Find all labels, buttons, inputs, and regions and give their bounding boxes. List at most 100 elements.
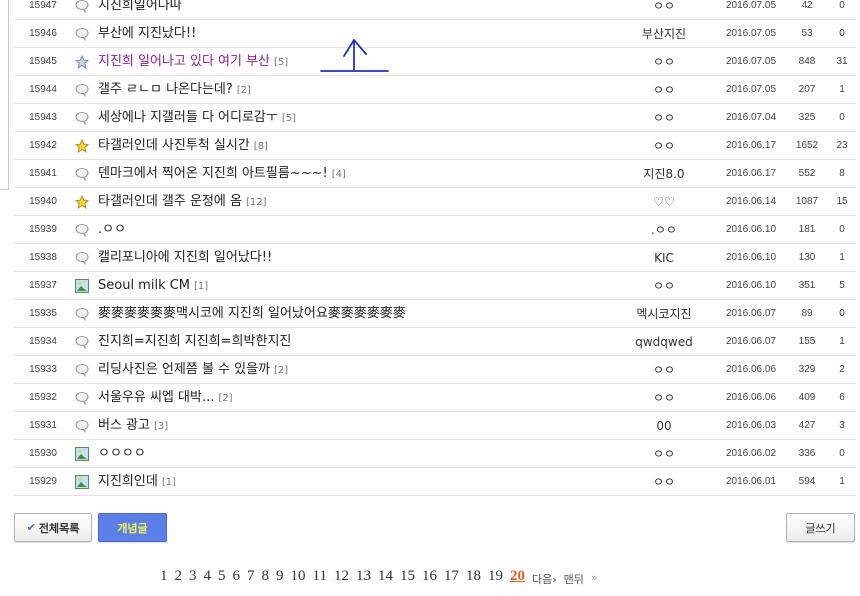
page-link-14[interactable]: 14	[377, 568, 393, 584]
all-list-button[interactable]: ✔ 전체목록	[14, 513, 92, 542]
page-link-5[interactable]: 5	[218, 568, 226, 584]
post-title[interactable]: 갤주 ㄹㄴㅁ 나온다는데?	[98, 82, 233, 97]
post-number: 15944	[29, 84, 57, 95]
post-title-link[interactable]: 麥麥麥麥麥麥맥시코에 지진희 일어났어요麥麥麥麥麥麥	[98, 300, 406, 328]
post-writer[interactable]: .ㅇㅇ	[651, 223, 677, 237]
post-title[interactable]: 부산에 지진났다!!	[98, 26, 197, 41]
post-writer[interactable]: ㅇㅇ	[652, 55, 676, 69]
post-title-link[interactable]: 세상에나 지갤러들 다 어디로감ㅜ [5]	[98, 104, 296, 133]
post-writer[interactable]: ㅇㅇ	[652, 447, 676, 461]
post-title[interactable]: 타갤러인데 사진투척 실시간	[98, 138, 250, 153]
comment-count[interactable]: [1]	[161, 477, 176, 488]
comment-count[interactable]: [5]	[281, 113, 297, 124]
post-title-link[interactable]: 버스 광고 [3]	[98, 412, 168, 441]
post-writer[interactable]: ㅇㅇ	[652, 475, 676, 489]
post-title-link[interactable]: 타갤러인데 사진투척 실시간 [8]	[98, 132, 268, 161]
page-link-1[interactable]: 1	[160, 568, 168, 584]
page-link-18[interactable]: 18	[465, 568, 481, 584]
page-link-3[interactable]: 3	[189, 568, 197, 584]
post-title[interactable]: 麥麥麥麥麥麥맥시코에 지진희 일어났어요麥麥麥麥麥麥	[98, 306, 406, 321]
post-title[interactable]: 덴마크에서 찍어온 지진희 아트필름~~~!	[98, 166, 328, 181]
page-link-15[interactable]: 15	[399, 568, 415, 584]
concept-posts-button[interactable]: 개념글	[98, 513, 167, 542]
post-writer[interactable]: ♡♡	[653, 195, 675, 209]
post-title[interactable]: ㅇㅇㅇㅇ	[98, 446, 146, 461]
next-page-link[interactable]: 다음›	[531, 573, 557, 586]
comment-count[interactable]: [4]	[331, 169, 346, 180]
post-title[interactable]: 서울우유 씨엡 대박...	[98, 390, 215, 405]
post-writer[interactable]: qwdqwed	[635, 335, 693, 349]
post-views: 325	[798, 112, 816, 123]
page-link-9[interactable]: 9	[276, 568, 284, 584]
post-title-link[interactable]: 지진희 일어나고 있다 여기 부산 [5]	[98, 48, 288, 77]
page-link-11[interactable]: 11	[312, 568, 327, 584]
post-title-link[interactable]: 덴마크에서 찍어온 지진희 아트필름~~~! [4]	[98, 160, 346, 189]
post-title-link[interactable]: 서울우유 씨엡 대박... [2]	[98, 384, 233, 413]
post-title-link[interactable]: .ㅇㅇ	[98, 216, 126, 244]
page-link-7[interactable]: 7	[247, 568, 255, 584]
comment-count[interactable]: [8]	[253, 141, 268, 152]
post-title-link[interactable]: 진지희=지진희 지진희=희박한지진	[98, 328, 291, 356]
write-button[interactable]: 글쓰기	[786, 513, 855, 542]
post-title-link[interactable]: 타갤러인데 갤주 운정에 옴 [12]	[98, 188, 267, 217]
post-title-link[interactable]: 리딩사진은 언제쯤 볼 수 있을까 [2]	[98, 356, 288, 385]
page-link-12[interactable]: 12	[333, 568, 349, 584]
page-link-13[interactable]: 13	[355, 568, 371, 584]
post-views: 1652	[795, 140, 819, 151]
post-title-link[interactable]: Seoul milk CM [1]	[98, 272, 208, 301]
post-title[interactable]: 타갤러인데 갤주 운정에 옴	[98, 194, 242, 209]
post-title[interactable]: Seoul milk CM	[98, 278, 191, 293]
page-link-6[interactable]: 6	[232, 568, 241, 584]
post-title[interactable]: 캘리포니아에 지진희 일어났다!!	[98, 250, 273, 265]
page-link-20[interactable]: 20	[509, 568, 525, 584]
post-title-link[interactable]: ㅇㅇㅇㅇ	[98, 440, 146, 468]
post-title[interactable]: 세상에나 지갤러들 다 어디로감ㅜ	[98, 110, 278, 125]
post-recommends: 5	[839, 280, 845, 291]
post-recommends: 1	[839, 252, 845, 263]
post-writer[interactable]: 부산지진	[641, 27, 687, 41]
post-title-link[interactable]: 지진희인데 [1]	[98, 468, 176, 497]
post-title-link[interactable]: 캘리포니아에 지진희 일어났다!!	[98, 244, 272, 272]
post-writer[interactable]: 00	[656, 419, 672, 433]
post-writer[interactable]: ㅇㅇ	[652, 391, 676, 405]
page-link-10[interactable]: 10	[290, 568, 306, 584]
post-writer[interactable]: ㅇㅇ	[652, 279, 676, 293]
post-title-link[interactable]: 갤주 ㄹㄴㅁ 나온다는데? [2]	[98, 76, 251, 105]
page-link-2[interactable]: 2	[174, 568, 183, 584]
comment-count[interactable]: [3]	[153, 421, 169, 432]
post-title-link[interactable]: 지진희일어나따	[98, 0, 182, 20]
post-title[interactable]: 지진희 일어나고 있다 여기 부산	[98, 54, 271, 69]
page-link-17[interactable]: 17	[443, 568, 459, 584]
post-title[interactable]: 진지희=지진희 지진희=희박한지진	[98, 334, 292, 349]
post-recommends: 1	[839, 84, 845, 95]
comment-count[interactable]: [2]	[236, 85, 251, 96]
post-title[interactable]: 리딩사진은 언제쯤 볼 수 있을까	[98, 362, 271, 377]
last-page-link[interactable]: 맨뒤	[563, 573, 584, 586]
post-title[interactable]: 지진희인데	[98, 474, 158, 489]
post-writer[interactable]: ㅇㅇ	[652, 0, 676, 13]
post-writer[interactable]: ㅇㅇ	[652, 83, 676, 97]
post-writer[interactable]: ㅇㅇ	[652, 363, 676, 377]
post-writer[interactable]: 지진8.0	[643, 167, 685, 181]
post-writer[interactable]: ㅇㅇ	[652, 111, 676, 125]
post-number: 15933	[29, 364, 57, 375]
page-link-4[interactable]: 4	[203, 568, 212, 584]
speech-bubble-icon	[75, 223, 89, 238]
post-title-link[interactable]: 부산에 지진났다!!	[98, 20, 196, 48]
comment-count[interactable]: [2]	[274, 365, 289, 376]
post-writer[interactable]: KIC	[654, 251, 674, 265]
comment-count[interactable]: [5]	[274, 57, 289, 68]
post-title[interactable]: 지진희일어나따	[98, 0, 182, 13]
last-page-arrow-icon[interactable]: »	[590, 571, 598, 584]
comment-count[interactable]: [12]	[245, 197, 267, 208]
post-title[interactable]: 버스 광고	[98, 418, 150, 433]
comment-count[interactable]: [1]	[194, 281, 209, 292]
page-link-19[interactable]: 19	[487, 568, 503, 584]
comment-count[interactable]: [2]	[218, 393, 233, 404]
post-title[interactable]: .ㅇㅇ	[98, 222, 127, 237]
page-link-8[interactable]: 8	[261, 568, 270, 584]
post-writer[interactable]: 멕시코지진	[636, 307, 692, 321]
page-link-16[interactable]: 16	[421, 568, 437, 584]
post-writer[interactable]: ㅇㅇ	[652, 139, 676, 153]
post-date: 2016.06.14	[725, 196, 777, 207]
